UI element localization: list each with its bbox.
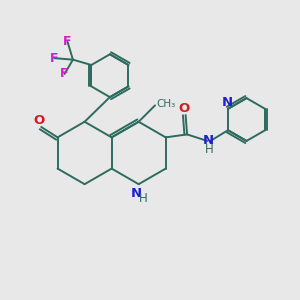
Text: H: H: [139, 192, 148, 205]
Text: N: N: [203, 134, 214, 147]
Text: F: F: [50, 52, 59, 65]
Text: O: O: [34, 114, 45, 127]
Text: H: H: [204, 143, 213, 156]
Text: F: F: [63, 35, 72, 48]
Text: CH₃: CH₃: [157, 99, 176, 109]
Text: N: N: [131, 187, 142, 200]
Text: F: F: [60, 68, 69, 80]
Text: O: O: [178, 102, 190, 115]
Text: N: N: [222, 96, 233, 109]
